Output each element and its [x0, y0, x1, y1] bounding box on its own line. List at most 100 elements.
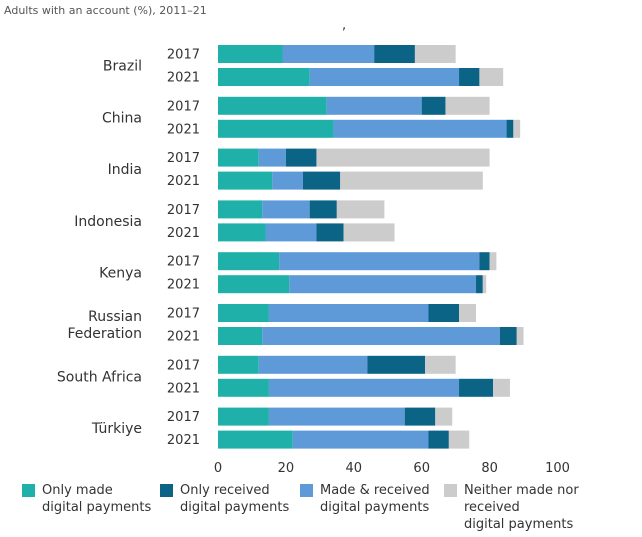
- bar-segment-made-received: [282, 45, 375, 63]
- year-label: 2021: [167, 226, 200, 241]
- year-label: 2017: [167, 307, 200, 322]
- bar-segment-only-received: [367, 355, 426, 374]
- bar-segment-neither: [459, 304, 477, 322]
- bar-segment-made-received: [279, 252, 480, 271]
- bar-segment-neither: [425, 355, 456, 374]
- bar-segment-made-received: [258, 355, 368, 374]
- x-tick-label: 40: [346, 461, 363, 476]
- legend-label-line: Only received: [180, 483, 270, 498]
- year-label: 2017: [167, 358, 200, 373]
- bar-segment-only-received: [421, 96, 446, 115]
- year-label: 2021: [167, 330, 200, 345]
- bar-segment-neither: [489, 252, 497, 271]
- bar-segment-only-received: [285, 148, 317, 167]
- bar-segment-made-received: [333, 119, 507, 138]
- country-label: South Africa: [57, 369, 142, 385]
- legend: Only made digital payments Only received di…: [22, 482, 642, 537]
- bar-segment-neither: [340, 171, 483, 190]
- bar-segment-neither: [435, 407, 453, 426]
- legend-label-line: Neither made nor: [464, 483, 579, 498]
- bar-segment-only-made: [218, 430, 293, 449]
- year-label: 2017: [167, 410, 200, 425]
- x-tick-label: 60: [413, 461, 430, 476]
- bar-segment-neither: [343, 223, 395, 242]
- bar-segment-neither: [516, 327, 524, 345]
- legend-swatch: [160, 484, 173, 497]
- x-tick-label: 80: [481, 461, 498, 476]
- bar-segment-made-received: [262, 327, 500, 345]
- legend-label: Only made digital payments: [42, 482, 151, 516]
- bar-segment-only-made: [218, 148, 259, 167]
- bar-segment-only-made: [218, 119, 334, 138]
- bar-segment-only-made: [218, 96, 327, 115]
- country-label: Kenya: [99, 266, 142, 282]
- legend-item-neither: Neither made nor received digital payments: [444, 482, 579, 533]
- legend-label: Only received digital payments: [180, 482, 289, 516]
- legend-label: Made & received digital payments: [320, 482, 430, 516]
- bar-segment-only-made: [218, 200, 263, 219]
- bar-segment-only-made: [218, 45, 283, 63]
- stray-mark: ,: [342, 18, 347, 33]
- chart-subtitle: Adults with an account (%), 2011–21: [4, 4, 207, 17]
- bar-segment-only-made: [218, 223, 266, 242]
- legend-label-line: digital payments: [42, 500, 152, 515]
- bar-segment-made-received: [292, 430, 429, 449]
- legend-label-line: digital payments: [320, 500, 430, 515]
- bar-segment-neither: [336, 200, 385, 219]
- bar-segment-only-received: [459, 378, 493, 397]
- legend-item-only-received: Only received digital payments: [160, 482, 289, 516]
- bar-segment-made-received: [268, 378, 460, 397]
- bar-segment-only-made: [218, 407, 269, 426]
- legend-label-line: Made & received: [320, 483, 430, 498]
- bar-segment-only-received: [302, 171, 341, 190]
- x-tick-label: 0: [214, 461, 222, 476]
- bar-segment-made-received: [268, 407, 405, 426]
- legend-label-line: received: [464, 500, 520, 515]
- bar-segment-only-received: [479, 252, 490, 271]
- bar-segment-made-received: [258, 148, 286, 167]
- legend-swatch: [300, 484, 313, 497]
- bar-segment-neither: [414, 45, 456, 63]
- year-label: 2017: [167, 48, 200, 63]
- bar-segment-only-made: [218, 355, 259, 374]
- bar-segment-only-received: [506, 119, 514, 138]
- country-label: Federation: [67, 326, 142, 342]
- year-label: 2021: [167, 174, 200, 189]
- stacked-bar-chart: Brazil 2017 2021 China 2017 2021 India 2017 2021…: [57, 45, 570, 476]
- legend-label-line: Only made: [42, 483, 113, 498]
- country-label: Türkiye: [91, 421, 142, 437]
- bar-segment-neither: [316, 148, 490, 167]
- country-label: China: [102, 110, 142, 126]
- x-tick-label: 100: [545, 461, 570, 476]
- year-label: 2021: [167, 122, 200, 137]
- country-label: Russian: [88, 309, 142, 325]
- country-label: Indonesia: [74, 214, 142, 230]
- bar-segment-made-received: [262, 200, 310, 219]
- bar-segment-neither: [445, 96, 490, 115]
- bar-segment-only-received: [309, 200, 337, 219]
- bar-segment-only-received: [428, 430, 449, 449]
- bar-segment-only-received: [476, 275, 483, 294]
- legend-swatch: [444, 484, 457, 497]
- year-label: 2021: [167, 71, 200, 86]
- legend-label-line: digital payments: [464, 517, 574, 532]
- bar-segment-only-made: [218, 378, 269, 397]
- bar-segment-neither: [482, 275, 487, 294]
- year-label: 2017: [167, 99, 200, 114]
- year-label: 2017: [167, 151, 200, 166]
- bar-segment-neither: [448, 430, 470, 449]
- x-tick-label: 20: [278, 461, 295, 476]
- bar-segment-only-received: [499, 327, 517, 345]
- legend-item-only-made: Only made digital payments: [22, 482, 151, 516]
- bar-segment-made-received: [309, 68, 460, 86]
- bar-segment-only-made: [218, 327, 263, 345]
- year-label: 2017: [167, 203, 200, 218]
- bar-segment-made-received: [268, 304, 429, 322]
- bar-segment-only-received: [316, 223, 344, 242]
- bar-segment-only-received: [374, 45, 415, 63]
- legend-label: Neither made nor received digital payments: [464, 482, 579, 533]
- bar-segment-only-made: [218, 275, 290, 294]
- bar-segment-neither: [513, 119, 521, 138]
- bar-segment-only-made: [218, 304, 269, 322]
- legend-swatch: [22, 484, 35, 497]
